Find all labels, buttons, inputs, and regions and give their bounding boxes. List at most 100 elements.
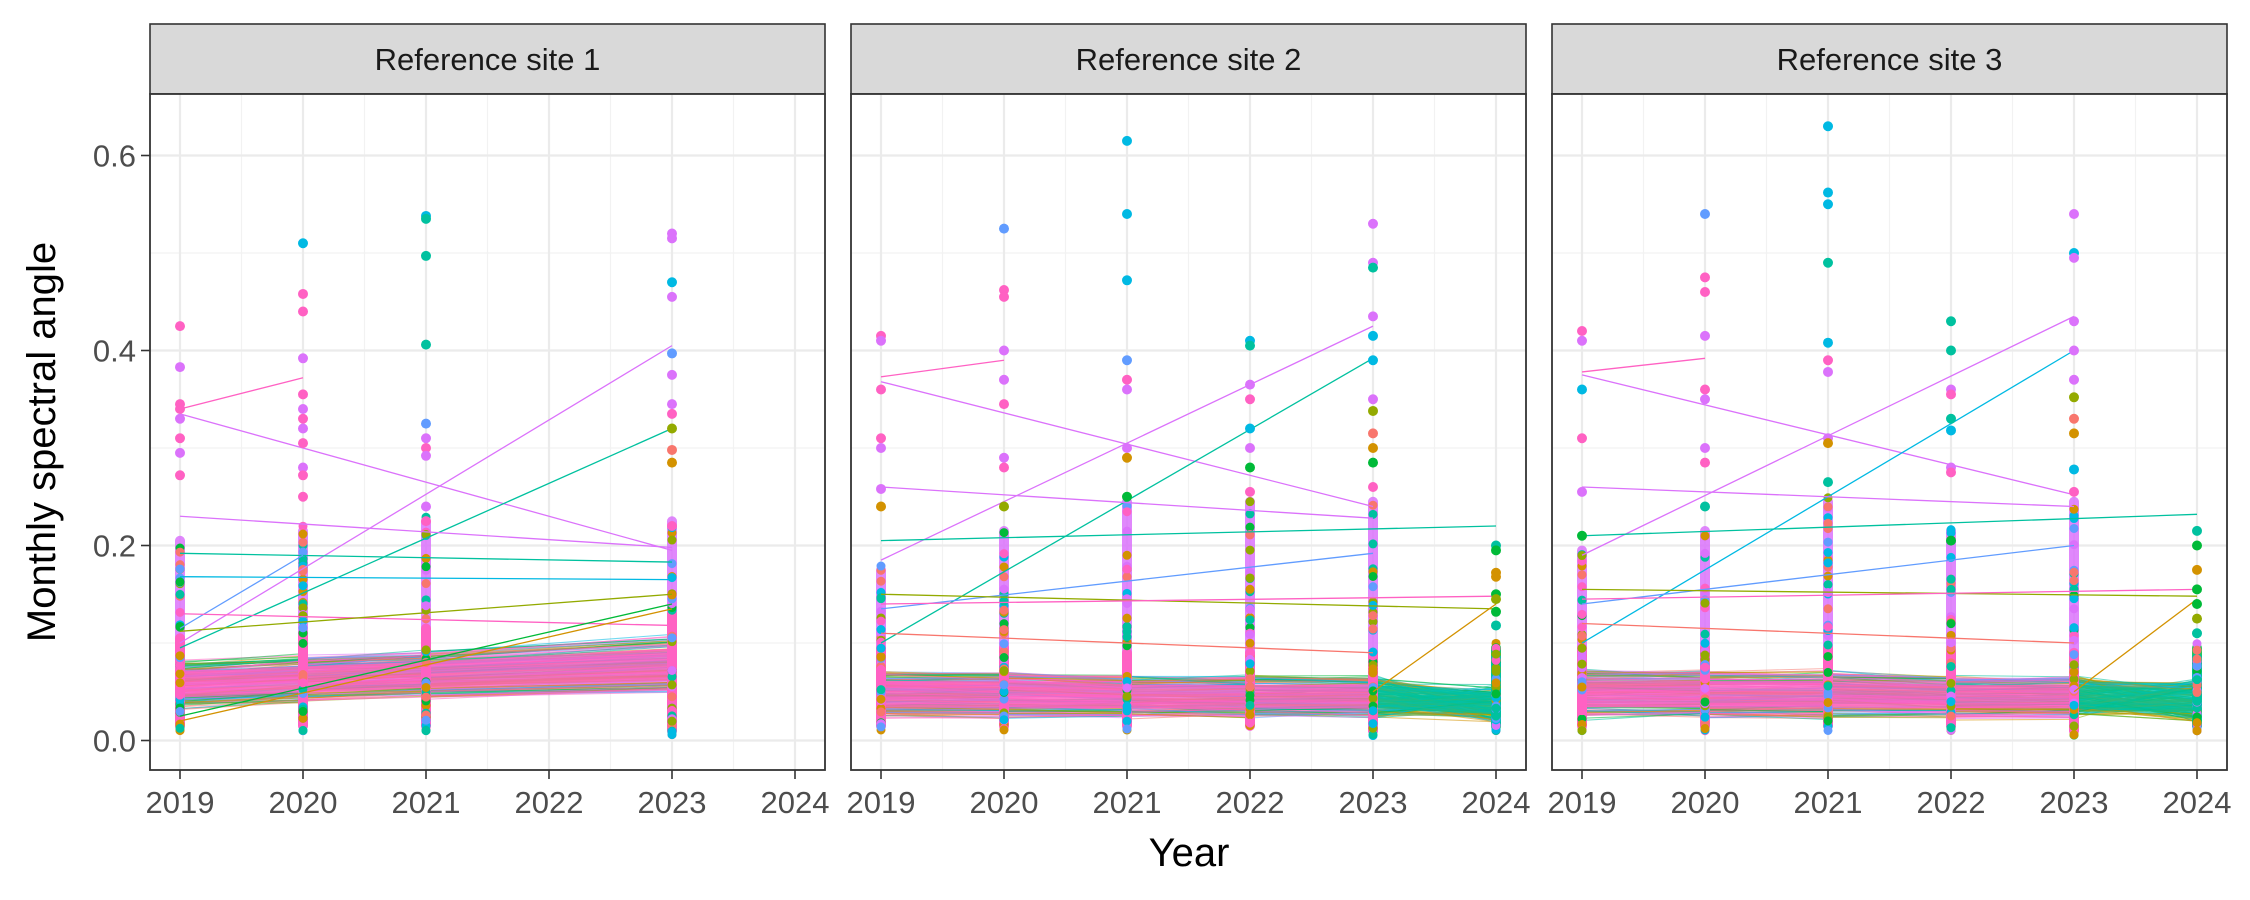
data-point xyxy=(1491,689,1501,699)
data-point xyxy=(1122,550,1132,560)
bulk-line xyxy=(1003,715,1128,719)
data-point xyxy=(2069,464,2079,475)
data-point xyxy=(1577,706,1587,716)
data-point xyxy=(1700,697,1710,707)
data-point xyxy=(2069,209,2079,219)
bulk-band xyxy=(1004,681,1127,709)
x-tick-label: 2020 xyxy=(269,785,338,820)
data-point xyxy=(421,450,431,461)
data-point xyxy=(1245,718,1255,728)
data-point xyxy=(1122,724,1132,734)
data-point xyxy=(1245,682,1255,692)
data-point xyxy=(1700,394,1710,405)
data-point xyxy=(175,669,185,679)
x-tick-label: 2020 xyxy=(1671,785,1740,820)
bulk-line xyxy=(880,673,1005,681)
panel-3: Reference site 3 2019 2020 2021 2022 2023 2024 xyxy=(1548,23,2231,820)
outlier-points xyxy=(1577,121,2202,639)
panel-strip-title: Reference site 2 xyxy=(1076,42,1302,77)
data-point xyxy=(421,715,431,725)
data-point xyxy=(1122,691,1132,701)
data-point xyxy=(1122,491,1132,502)
data-point xyxy=(1700,598,1710,608)
data-point xyxy=(2192,675,2202,685)
bulk-line xyxy=(1581,677,1706,683)
data-point xyxy=(1946,697,1956,707)
data-point xyxy=(1245,630,1255,640)
data-point xyxy=(1122,443,1132,453)
data-point xyxy=(1823,604,1833,614)
data-point xyxy=(1577,659,1587,669)
panel-1: Reference site 1 2019 2020 2021 2022 2023 2024 xyxy=(146,23,829,820)
bulk-line xyxy=(1950,717,2075,720)
data-point xyxy=(1700,650,1710,660)
bulk-line xyxy=(179,695,304,701)
data-point xyxy=(421,579,431,589)
data-point xyxy=(999,715,1009,725)
data-point xyxy=(999,501,1009,512)
series-line xyxy=(179,427,673,649)
series-line xyxy=(2073,598,2198,693)
data-point xyxy=(667,521,677,531)
series-line xyxy=(1581,622,2075,644)
data-point xyxy=(1368,394,1378,405)
data-point xyxy=(1368,729,1378,739)
data-point xyxy=(1368,624,1378,634)
panel-strip xyxy=(850,23,1527,95)
data-point xyxy=(999,596,1009,606)
data-point xyxy=(1491,649,1501,659)
data-point xyxy=(1823,257,1833,268)
data-point xyxy=(1823,121,1833,132)
data-point xyxy=(2069,730,2079,740)
y-tick-label: 0.0 xyxy=(93,724,136,759)
data-point xyxy=(1700,638,1710,648)
bulk-line xyxy=(1126,713,1251,719)
data-point xyxy=(1700,443,1710,453)
data-point xyxy=(298,413,308,424)
bulk-line xyxy=(1827,679,1952,685)
bulk-band xyxy=(1127,684,1250,709)
data-point xyxy=(999,680,1009,690)
series-line xyxy=(880,486,1374,519)
series-line xyxy=(179,345,673,644)
bulk-line xyxy=(1003,675,1128,678)
data-point xyxy=(999,452,1009,463)
data-point xyxy=(1491,620,1501,631)
data-point xyxy=(2192,599,2202,609)
data-point xyxy=(1577,726,1587,736)
data-point xyxy=(1122,564,1132,574)
data-point xyxy=(2069,604,2079,614)
bulk-line xyxy=(425,646,673,660)
bulk-line xyxy=(1827,709,1952,712)
y-axis-title: Monthly spectral angle xyxy=(20,242,64,642)
bulk-line xyxy=(2073,682,2198,689)
data-point xyxy=(1122,701,1132,711)
bulk-line xyxy=(425,643,673,655)
data-point xyxy=(421,682,431,692)
data-point xyxy=(1368,482,1378,492)
data-point xyxy=(1577,486,1587,497)
x-tick-label: 2022 xyxy=(515,785,584,820)
series-line xyxy=(1581,357,1706,373)
data-point xyxy=(667,369,677,380)
data-point xyxy=(1946,711,1956,721)
bulk-band xyxy=(1828,681,1951,709)
data-point xyxy=(298,238,308,249)
data-point xyxy=(1946,467,1956,478)
data-point xyxy=(2192,696,2202,706)
series-line xyxy=(1581,588,2198,597)
bulk-line xyxy=(1126,676,1251,685)
data-point xyxy=(421,418,431,429)
data-point xyxy=(667,633,677,643)
series-line xyxy=(179,593,673,632)
data-point xyxy=(1368,311,1378,322)
data-point xyxy=(2069,374,2079,385)
data-point xyxy=(1245,423,1255,434)
data-point xyxy=(1122,452,1132,463)
panel-2: Reference site 2 2019 2020 2021 2022 2023 2024 xyxy=(847,23,1530,820)
series-line xyxy=(179,608,673,722)
series-line xyxy=(179,515,673,549)
data-point xyxy=(999,686,1009,696)
data-point xyxy=(298,389,308,400)
data-point xyxy=(298,623,308,633)
